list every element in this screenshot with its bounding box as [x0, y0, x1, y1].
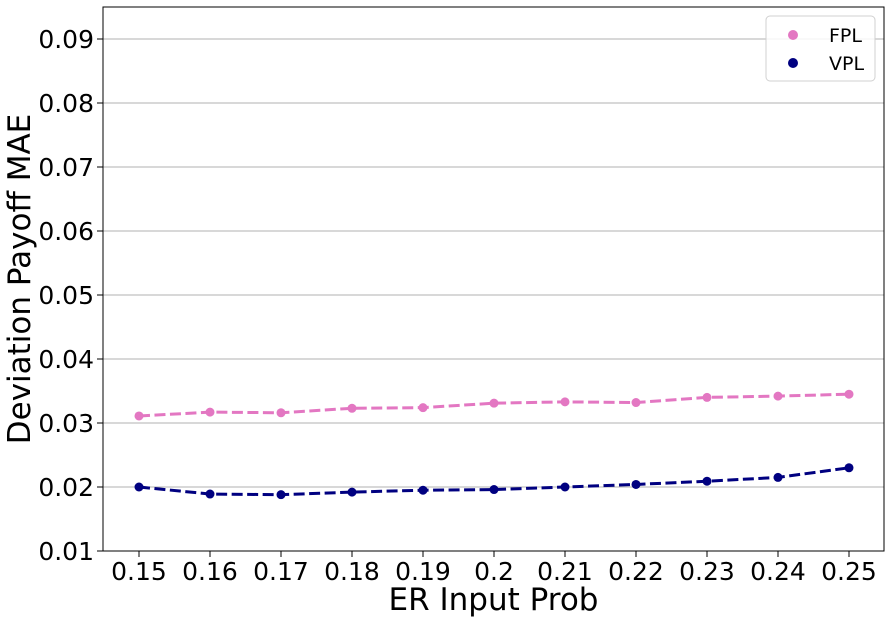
x-tick-label: 0.18 — [324, 557, 380, 586]
series-line — [138, 392, 850, 418]
legend: FPL VPL — [765, 15, 876, 82]
x-tick-label: 0.23 — [679, 557, 735, 586]
data-point — [134, 411, 144, 421]
legend-label: VPL — [829, 53, 864, 75]
data-point — [134, 482, 144, 492]
x-axis: 0.15 0.16 0.17 0.18 0.19 0.2 0.21 0.22 0.23 0.24 0… — [111, 551, 877, 586]
y-tick-label: 0.08 — [38, 89, 94, 118]
x-axis-title: ER Input Prob — [389, 582, 599, 618]
data-point — [773, 472, 783, 482]
y-tick-label: 0.06 — [38, 217, 94, 246]
y-tick-label: 0.04 — [38, 345, 94, 374]
x-tick-label: 0.21 — [537, 557, 593, 586]
data-point — [489, 485, 499, 495]
data-point — [560, 397, 570, 407]
y-tick-label: 0.09 — [38, 25, 94, 54]
plot-frame — [102, 6, 885, 552]
data-point — [560, 482, 570, 492]
x-tick-label: 0.15 — [111, 557, 167, 586]
data-point — [347, 403, 357, 413]
legend-marker — [788, 30, 798, 40]
y-axis-title: Deviation Payoff MAE — [2, 114, 38, 445]
series-vpl — [134, 463, 854, 500]
y-tick-label: 0.07 — [38, 153, 94, 182]
x-tick-label: 0.17 — [253, 557, 309, 586]
x-tick-label: 0.2 — [474, 557, 514, 586]
y-axis: 0.01 0.02 0.03 0.04 0.05 0.06 0.07 0.08 0.09 — [38, 25, 103, 566]
data-point — [418, 485, 428, 495]
data-point — [276, 490, 286, 500]
data-point — [489, 398, 499, 408]
data-point — [276, 408, 286, 418]
data-point — [418, 403, 428, 413]
series-fpl — [134, 389, 854, 421]
legend-marker — [788, 58, 798, 68]
series-line — [138, 466, 850, 497]
data-point — [347, 487, 357, 497]
x-tick-label: 0.22 — [608, 557, 664, 586]
data-point — [205, 407, 215, 417]
legend-label: FPL — [829, 25, 862, 47]
x-tick-label: 0.24 — [750, 557, 806, 586]
data-point — [631, 398, 641, 408]
x-tick-label: 0.16 — [182, 557, 238, 586]
data-point — [844, 389, 854, 399]
y-tick-label: 0.05 — [38, 281, 94, 310]
x-tick-label: 0.25 — [821, 557, 877, 586]
x-tick-label: 0.19 — [395, 557, 451, 586]
gridlines — [103, 38, 884, 552]
y-tick-label: 0.03 — [38, 409, 94, 438]
y-tick-label: 0.02 — [38, 473, 94, 502]
data-point — [702, 476, 712, 486]
data-point — [702, 392, 712, 402]
series-layer — [134, 389, 854, 500]
data-point — [773, 391, 783, 401]
y-tick-label: 0.01 — [38, 537, 94, 566]
data-point — [205, 489, 215, 499]
data-point — [844, 463, 854, 473]
data-point — [631, 479, 641, 489]
